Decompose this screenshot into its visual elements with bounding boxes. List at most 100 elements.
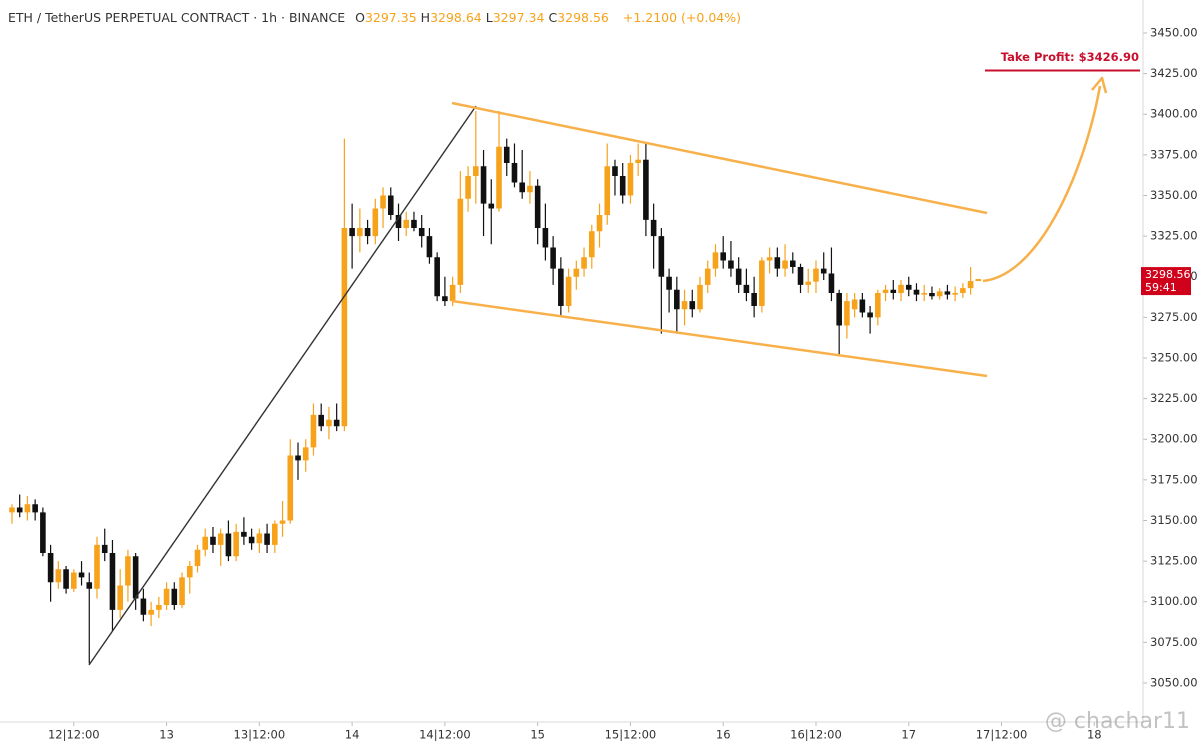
ohlc-key: O (355, 10, 365, 25)
y-tick-label: 3175.00 (1150, 472, 1198, 486)
candle-body (272, 523, 278, 545)
ohlc-key: L (485, 10, 493, 25)
candle-body (565, 276, 572, 306)
y-tick-label: 3275.00 (1150, 310, 1198, 324)
candle-body (217, 533, 224, 545)
candle-body (63, 569, 69, 589)
ohlc-value: 3298.64 (430, 10, 482, 25)
candle-body (287, 455, 294, 521)
projection-arrow (982, 85, 1102, 283)
candle-body (805, 281, 812, 285)
x-tick-label: 14|12:00 (419, 728, 471, 742)
candle-body (179, 577, 185, 605)
x-tick-label: 17|12:00 (976, 728, 1028, 742)
candle-body (156, 604, 162, 610)
ohlc-key: H (420, 10, 431, 25)
candle-body (109, 552, 116, 610)
candle-body (612, 166, 618, 176)
y-tick-label: 3250.00 (1150, 350, 1198, 364)
candle-body (859, 299, 866, 313)
y-tick-label: 3450.00 (1150, 25, 1198, 39)
candle-body (279, 520, 286, 524)
change: +1.2100 (+0.04%) (622, 10, 741, 25)
candle-body (449, 284, 456, 302)
candle-body (797, 266, 804, 285)
candle-body (720, 252, 727, 261)
candle-body (905, 284, 912, 290)
y-tick-label: 3100.00 (1150, 594, 1198, 608)
ohlc-value: 3297.34 (492, 10, 545, 25)
candle-body (573, 268, 580, 277)
ohlc: O3297.35 H3298.64 L3297.34 C3298.56 (349, 10, 609, 25)
candle-body (171, 588, 178, 605)
take-profit-label: Take Profit: $3426.90 (1001, 50, 1139, 64)
candle-body (364, 227, 371, 237)
candle-body (349, 227, 355, 237)
candle-body (496, 146, 502, 209)
candle-body (225, 533, 232, 557)
candle-body (588, 231, 595, 258)
candle-body (32, 504, 38, 513)
x-tick-label: 13|12:00 (234, 728, 286, 742)
candle-body (78, 572, 85, 578)
candle-body (534, 185, 541, 228)
candle-body (318, 414, 324, 427)
candle-body (952, 292, 958, 295)
candle-body (759, 260, 765, 306)
candle-body (650, 219, 657, 237)
y-tick-label: 3150.00 (1150, 513, 1198, 527)
candle-body (140, 598, 147, 615)
candle-body (596, 214, 603, 232)
ohlc-key: C (548, 10, 558, 25)
y-tick-label: 3375.00 (1150, 147, 1198, 161)
candle-body (403, 219, 410, 228)
candle-body (511, 162, 518, 183)
candle-body (836, 292, 842, 326)
candle-body (341, 227, 348, 427)
candle-body (101, 544, 108, 553)
candle-body (233, 531, 239, 557)
candle-body (936, 291, 943, 297)
candle-body (960, 288, 966, 293)
candle-body (643, 159, 649, 220)
candle-body (418, 227, 425, 237)
candle-body (248, 536, 255, 544)
candle-body (627, 162, 634, 196)
candle-body (194, 549, 201, 566)
candle-body (71, 572, 77, 589)
candle-body (86, 582, 93, 589)
candle-body (94, 544, 100, 589)
candle-body (728, 260, 734, 269)
candle-body (743, 284, 750, 293)
symbol: ETH / TetherUS PERPETUAL CONTRACT · 1h ·… (8, 10, 346, 25)
candle-body (882, 289, 889, 293)
candle-body (326, 419, 332, 427)
channel-lower (451, 299, 988, 378)
candle-body (202, 536, 209, 550)
candle-body (519, 182, 526, 193)
x-tick-label: 15|12:00 (605, 728, 657, 742)
candle-body (302, 447, 309, 461)
candle-body (488, 203, 495, 209)
candle-body (55, 569, 62, 583)
candle-body (820, 268, 827, 274)
candle-body (751, 292, 757, 306)
candle-body (619, 175, 626, 196)
candle-body (457, 198, 464, 285)
candle-body (264, 533, 270, 545)
candle-body (40, 512, 46, 553)
candle-body (125, 556, 131, 586)
candle-body (442, 296, 448, 302)
candle-body (380, 195, 386, 209)
candle-body (295, 455, 301, 461)
x-tick-label: 16|12:00 (790, 728, 842, 742)
channel-upper (451, 101, 988, 215)
candle-body (929, 292, 935, 297)
candle-body (256, 533, 263, 544)
x-tick-label: 17 (901, 728, 916, 742)
candle-body (666, 276, 672, 290)
candle-body (766, 257, 773, 261)
arrow-head (1091, 76, 1108, 94)
candle-body (967, 281, 974, 289)
